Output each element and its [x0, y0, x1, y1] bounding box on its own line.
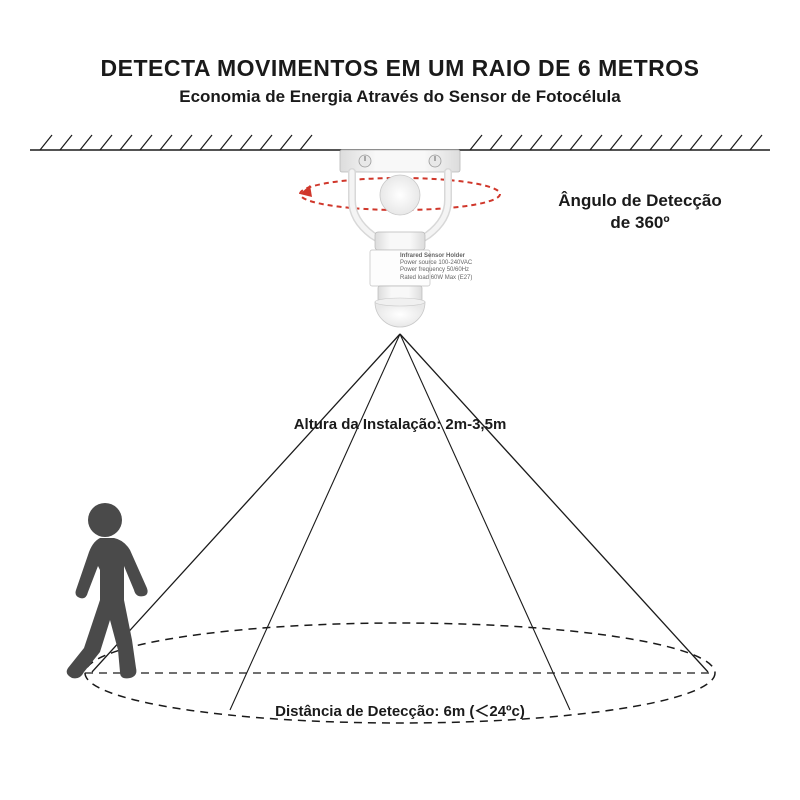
angle-line1: Ângulo de Detecção [558, 191, 721, 210]
sensor-device-icon [320, 140, 480, 340]
spec-line: Infrared Sensor Holder [400, 253, 475, 260]
main-title: DETECTA MOVIMENTOS EM UM RAIO DE 6 METRO… [0, 55, 800, 82]
detection-angle-label: Ângulo de Detecção de 360º [540, 190, 740, 234]
spec-line: Power frequency 50/60Hz [400, 267, 475, 274]
spec-line: Rated load 60W Max (E27) [400, 275, 475, 282]
spec-line: Power source 100-240VAC [400, 260, 475, 267]
angle-line2: de 360º [610, 213, 669, 232]
install-height-label: Altura da Instalação: 2m-3,5m [294, 416, 507, 433]
product-spec-label: Infrared Sensor Holder Power source 100-… [400, 253, 475, 282]
detection-distance-label: Distância de Detecção: 6m (＜24ºc) [275, 700, 525, 721]
subtitle: Economia de Energia Através do Sensor de… [0, 87, 800, 107]
walking-person-icon [50, 500, 160, 680]
